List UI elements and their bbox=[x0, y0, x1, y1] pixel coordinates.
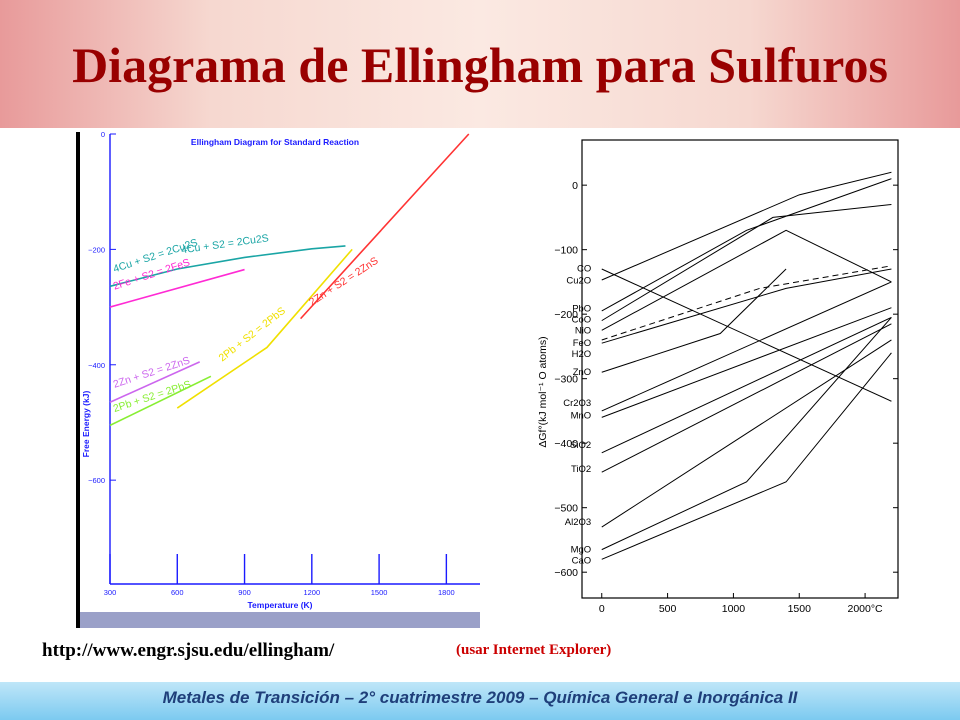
series-label-co: CO bbox=[577, 263, 591, 274]
series-line-zno bbox=[601, 268, 787, 373]
x-tick-label: 1200 bbox=[303, 588, 320, 597]
y-tick-label: −600 bbox=[554, 567, 578, 579]
series-label-coo: CoO bbox=[572, 314, 592, 325]
series-line-cao bbox=[601, 352, 892, 560]
series-line-nio bbox=[601, 229, 892, 331]
ellingham-oxide-chart-svg: 0 −100 −200 −300 −400 −500 −600 0 500 1000 1500 200… bbox=[537, 139, 899, 615]
slide-title: Diagrama de Ellingham para Sulfuros bbox=[72, 37, 888, 93]
footer-text: Metales de Transición – 2° cuatrimestre … bbox=[162, 688, 798, 707]
y-tick-label: −100 bbox=[554, 245, 578, 257]
series-label-pbo: PbO bbox=[572, 303, 591, 314]
chart-title: Ellingham Diagram for Standard Reaction bbox=[191, 137, 359, 147]
series-label-zno: ZnO bbox=[573, 367, 591, 378]
footer-band bbox=[0, 682, 960, 720]
series-line-cu2o bbox=[601, 171, 892, 281]
series-line-4cu-s2-2cu2s bbox=[109, 245, 346, 288]
series-line-feo bbox=[601, 268, 892, 344]
series-label-cr2o3: Cr2O3 bbox=[563, 398, 591, 409]
source-url-link[interactable]: http://www.engr.sjsu.edu/ellingham/ bbox=[42, 640, 335, 661]
ellingham-sulfide-chart-svg: Ellingham Diagram for Standard Reaction 0… bbox=[80, 130, 480, 628]
series-label-cu2o: Cu2O bbox=[566, 276, 591, 287]
series-line-mgo bbox=[601, 317, 892, 551]
series-label-sio2: SiO2 bbox=[570, 440, 591, 451]
y-tick-label: −400 bbox=[88, 361, 105, 370]
plot-background bbox=[80, 132, 480, 612]
series-line-al2o3 bbox=[601, 339, 892, 528]
series-line-2fe-s2-2fes bbox=[109, 268, 245, 308]
y-tick-label: −200 bbox=[554, 309, 578, 321]
plot-frame bbox=[581, 139, 899, 599]
y-tick-label: −600 bbox=[88, 476, 105, 485]
x-tick-label: 600 bbox=[171, 588, 184, 597]
series-label-h2o: H2O bbox=[572, 349, 592, 360]
series-line-sio2 bbox=[601, 316, 892, 454]
series-line-co bbox=[601, 268, 892, 402]
series-label-cao: CaO bbox=[572, 556, 592, 567]
x-tick-label: 900 bbox=[238, 588, 251, 597]
plot-bottom-strip bbox=[80, 612, 480, 628]
series-label-tio2: TiO2 bbox=[571, 464, 591, 475]
x-tick-label: 0 bbox=[599, 603, 605, 615]
x-tick-label: 300 bbox=[104, 588, 117, 597]
y-axis-label: Free Energy (kJ) bbox=[81, 391, 91, 458]
y-tick-label: −500 bbox=[554, 503, 578, 515]
y-axis-label: ΔGf°(kJ mol⁻¹ O atoms) bbox=[537, 336, 549, 447]
title-band bbox=[0, 0, 960, 128]
series-line-2pb-s2-2pbs bbox=[176, 248, 353, 409]
y-tick-label: 0 bbox=[572, 180, 578, 192]
ellingham-oxide-chart: 0 −100 −200 −300 −400 −500 −600 0 500 1000 1500 200… bbox=[536, 132, 910, 628]
series-line-coo bbox=[601, 204, 892, 322]
ellingham-sulfide-chart: Ellingham Diagram for Standard Reaction 0… bbox=[76, 130, 480, 628]
series-label-al2o3: Al2O3 bbox=[565, 517, 591, 528]
x-tick-label: 1800 bbox=[438, 588, 455, 597]
y-tick-label: 0 bbox=[101, 132, 105, 139]
x-tick-label: 2000°C bbox=[848, 603, 884, 615]
x-tick-label: 1500 bbox=[788, 603, 812, 615]
series-label-feo: FeO bbox=[573, 338, 591, 349]
series-line-mno bbox=[601, 307, 892, 418]
y-tick-label: −200 bbox=[88, 245, 105, 254]
series-line-h2o bbox=[601, 265, 892, 341]
x-axis-label: Temperature (K) bbox=[247, 600, 312, 610]
x-tick-label: 500 bbox=[659, 603, 677, 615]
x-tick-label: 1500 bbox=[371, 588, 388, 597]
series-line-2pb-s2-2pbs bbox=[109, 375, 212, 427]
series-label-nio: NiO bbox=[575, 325, 591, 336]
series-line-cr2o3 bbox=[601, 281, 892, 412]
y-tick-label: −400 bbox=[554, 438, 578, 450]
series-line-pbo bbox=[601, 178, 892, 312]
series-line-2zn-s2-2zns bbox=[109, 361, 201, 403]
series-line-2zn-s2-2zns bbox=[300, 133, 470, 320]
series-line-tio2 bbox=[601, 323, 892, 473]
series-label-mgo: MgO bbox=[571, 545, 592, 556]
x-tick-label: 1000 bbox=[722, 603, 746, 615]
series-label-mno: MnO bbox=[571, 410, 592, 421]
browser-note: (usar Internet Explorer) bbox=[456, 642, 612, 658]
y-tick-label: −300 bbox=[554, 374, 578, 386]
